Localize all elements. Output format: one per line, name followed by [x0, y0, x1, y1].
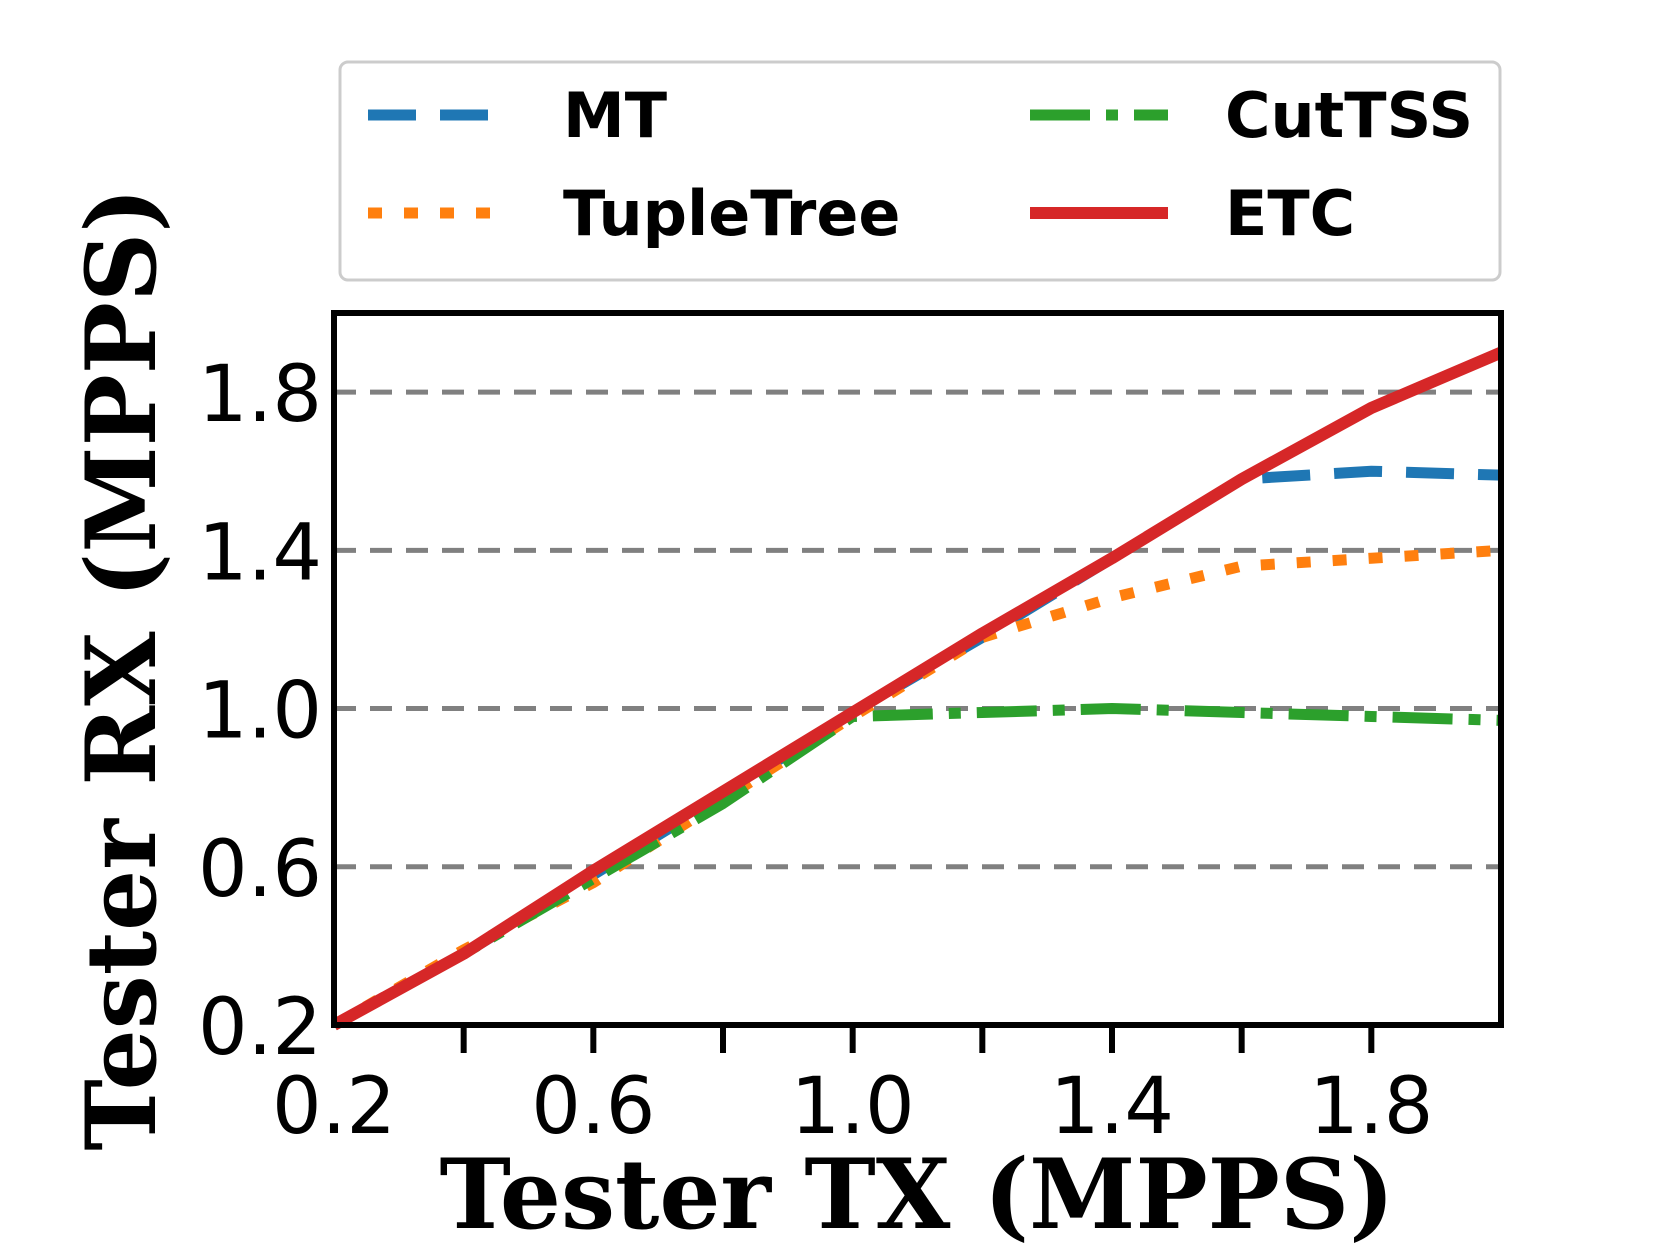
plot-frame: [331, 310, 1504, 1028]
x-tick-label-2: 1.0: [791, 1062, 915, 1152]
y-tick-label-4: 1.8: [198, 350, 322, 440]
legend-label-mt: MT: [563, 79, 667, 152]
x-axis-title: Tester TX (MPPS): [439, 1138, 1394, 1246]
y-tick-label-3: 1.4: [198, 508, 322, 598]
legend: MT TupleTree CutTSS ETC: [338, 60, 1502, 282]
legend-label-etc: ETC: [1225, 177, 1355, 250]
legend-label-cuttss: CutTSS: [1225, 79, 1473, 152]
legend-box: [338, 60, 1502, 282]
y-axis: 0.2 0.6 1.0 1.4 1.8: [198, 350, 322, 1073]
series-line-etc: [331, 347, 1504, 1031]
x-tick-label-0: 0.2: [272, 1062, 396, 1152]
series-line-tupletree: [331, 544, 1502, 1030]
x-tick-label-4: 1.8: [1309, 1062, 1433, 1152]
x-tick-label-1: 0.6: [531, 1062, 655, 1152]
x-tick-label-3: 1.4: [1050, 1062, 1174, 1152]
x-axis: 0.2 0.6 1.0 1.4 1.8: [272, 1025, 1433, 1152]
series-line-mt: [331, 465, 1502, 1030]
grid-lines: [334, 389, 1501, 870]
y-tick-label-1: 0.6: [198, 825, 322, 915]
y-tick-label-2: 1.0: [198, 667, 322, 757]
series-layer: [331, 347, 1504, 1031]
y-axis-title: Tester RX (MPPS): [65, 187, 178, 1150]
legend-label-tupletree: TupleTree: [563, 177, 900, 250]
y-tick-label-0: 0.2: [198, 983, 322, 1073]
